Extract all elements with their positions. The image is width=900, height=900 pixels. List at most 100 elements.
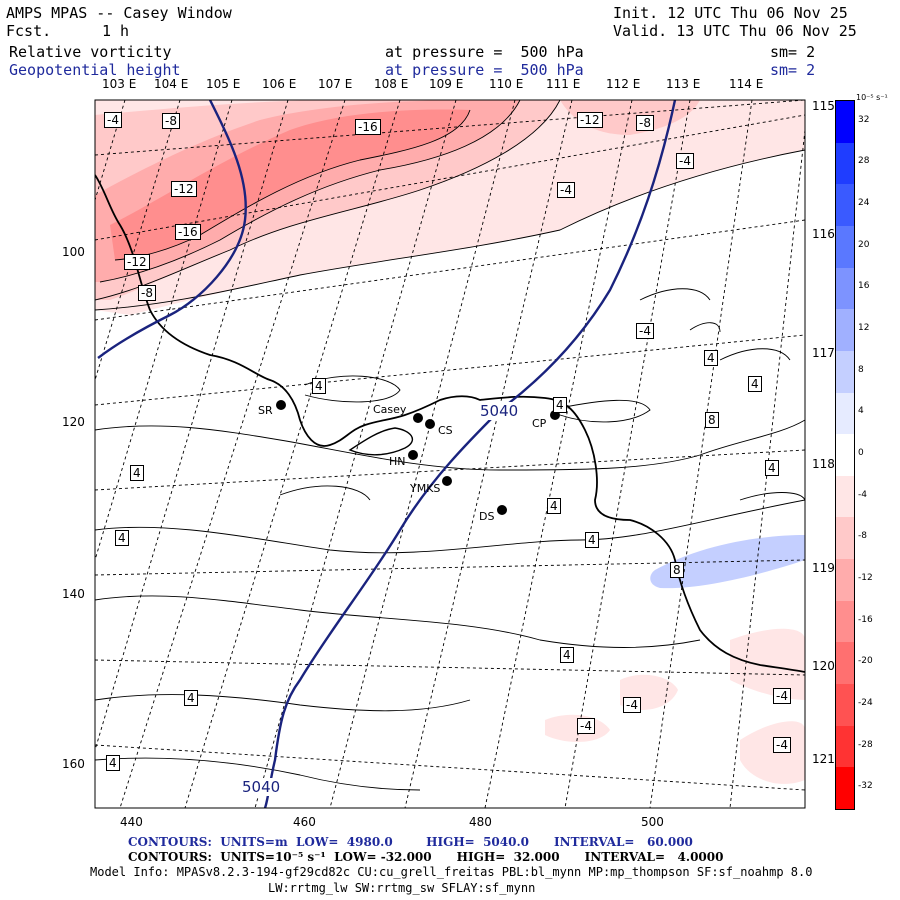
- field2-name: Geopotential height: [9, 61, 181, 79]
- height-contour-label: 5040: [480, 402, 519, 420]
- coastline-inlet: [348, 427, 414, 456]
- x-tick-label: 460: [293, 815, 316, 829]
- vorticity-label: -12: [124, 254, 150, 270]
- lon-label: 112 E: [606, 77, 641, 91]
- colorbar-tick-label: 8: [858, 364, 864, 375]
- map-title: AMPS MPAS -- Casey Window: [6, 4, 232, 22]
- colorbar-tick-label: 28: [858, 156, 870, 167]
- field1-level: at pressure = 500 hPa: [385, 43, 584, 61]
- colorbar-tick-label: 0: [858, 448, 864, 458]
- colorbar-segment: [836, 559, 854, 602]
- y-tick-label: 100: [62, 245, 85, 259]
- lon-label: 103 E: [102, 77, 137, 91]
- footer-vorticity-contours: CONTOURS: UNITS=10⁻⁵ s⁻¹ LOW= -32.000 HI…: [128, 850, 724, 864]
- colorbar-segment: [836, 392, 854, 435]
- colorbar-segment: [836, 517, 854, 560]
- vorticity-label: 4: [748, 376, 762, 392]
- vorticity-label: -4: [557, 182, 575, 198]
- vorticity-label: -16: [175, 224, 201, 240]
- lon-label: 110 E: [489, 77, 524, 91]
- station-label-ymks: YMKS: [410, 482, 441, 495]
- lon-label: 109 E: [429, 77, 464, 91]
- vorticity-fill-neg4-se4: [740, 721, 805, 784]
- vorticity-label: 4: [115, 530, 129, 546]
- vorticity-label: 8: [670, 562, 684, 578]
- station-label-ds: DS: [479, 510, 495, 523]
- vorticity-label: -16: [355, 119, 381, 135]
- vorticity-label: -8: [162, 113, 180, 129]
- vorticity-label: 4: [560, 647, 574, 663]
- x-tick-label: 500: [641, 815, 664, 829]
- lon-label: 113 E: [666, 77, 701, 91]
- vorticity-label: -12: [171, 181, 197, 197]
- colorbar-tick-label: -12: [858, 572, 873, 583]
- vorticity-label: 4: [553, 397, 567, 413]
- forecast-label: Fcst.: [6, 22, 52, 40]
- field2-level: at pressure = 500 hPa: [385, 61, 584, 79]
- vorticity-label: -12: [577, 112, 603, 128]
- field1-smoothing: sm= 2: [770, 43, 816, 61]
- lon-label: 104 E: [154, 77, 189, 91]
- vorticity-label: -4: [676, 153, 694, 169]
- colorbar-segment: [836, 184, 854, 227]
- colorbar-segment: [836, 142, 854, 185]
- vorticity-label: 4: [765, 460, 779, 476]
- footer-height-contours: CONTOURS: UNITS=m LOW= 4980.0 HIGH= 5040…: [128, 835, 693, 849]
- valid-time: Valid. 13 UTC Thu 06 Nov 25: [613, 22, 857, 40]
- colorbar: [835, 100, 855, 810]
- colorbar-segment: [836, 101, 854, 144]
- lon-label: 107 E: [318, 77, 353, 91]
- lon-label: 111 E: [546, 77, 581, 91]
- colorbar-tick-label: -20: [858, 656, 873, 667]
- y-tick-label: 120: [62, 415, 85, 429]
- lon-label: 105 E: [206, 77, 241, 91]
- station-label-cp: CP: [532, 417, 547, 430]
- footer-model-info: Model Info: MPASv8.2.3-194-gf29cd82c CU:…: [90, 865, 813, 879]
- vorticity-label: 4: [312, 378, 326, 394]
- station-dot-cs: [425, 419, 435, 429]
- field2-smoothing: sm= 2: [770, 61, 816, 79]
- station-label-sr: SR: [258, 404, 273, 417]
- lon-label: 106 E: [262, 77, 297, 91]
- vorticity-label: 4: [585, 532, 599, 548]
- vorticity-label: 8: [705, 412, 719, 428]
- colorbar-segment: [836, 475, 854, 518]
- lon-label: 114 E: [729, 77, 764, 91]
- vorticity-label: 4: [704, 350, 718, 366]
- vorticity-label: -4: [773, 688, 791, 704]
- colorbar-tick-label: 4: [858, 406, 864, 417]
- colorbar-tick-label: -24: [858, 697, 873, 708]
- station-dot-hn: [408, 450, 418, 460]
- vorticity-label: 4: [547, 498, 561, 514]
- station-dot-ds: [497, 505, 507, 515]
- vorticity-label: -4: [636, 323, 654, 339]
- colorbar-segment: [836, 684, 854, 727]
- colorbar-segment: [836, 267, 854, 310]
- colorbar-tick-label: -28: [858, 739, 873, 750]
- colorbar-segment: [836, 350, 854, 394]
- vorticity-contours: [95, 100, 805, 791]
- colorbar-unit: 10⁻⁵ s⁻¹: [856, 93, 888, 102]
- x-tick-label: 480: [469, 815, 492, 829]
- colorbar-segment: [836, 225, 854, 269]
- init-time: Init. 12 UTC Thu 06 Nov 25: [613, 4, 848, 22]
- map-frame: [94, 99, 806, 809]
- colorbar-tick-label: -4: [858, 489, 867, 500]
- station-dot-sr: [276, 400, 286, 410]
- graticule: [95, 100, 805, 808]
- station-dot-ymks: [442, 476, 452, 486]
- vorticity-label: -4: [577, 718, 595, 734]
- colorbar-segment: [836, 767, 854, 810]
- vorticity-fill-neg4-se3: [730, 628, 805, 700]
- vorticity-label: -8: [636, 115, 654, 131]
- y-tick-label: 140: [62, 587, 85, 601]
- colorbar-segment: [836, 309, 854, 352]
- colorbar-tick-label: 16: [858, 281, 870, 292]
- height-contours: [97, 100, 677, 808]
- x-tick-label: 440: [120, 815, 143, 829]
- station-dot-casey: [413, 413, 423, 423]
- station-label-casey: Casey: [373, 403, 407, 416]
- colorbar-segment: [836, 642, 854, 685]
- y-tick-label: 160: [62, 757, 85, 771]
